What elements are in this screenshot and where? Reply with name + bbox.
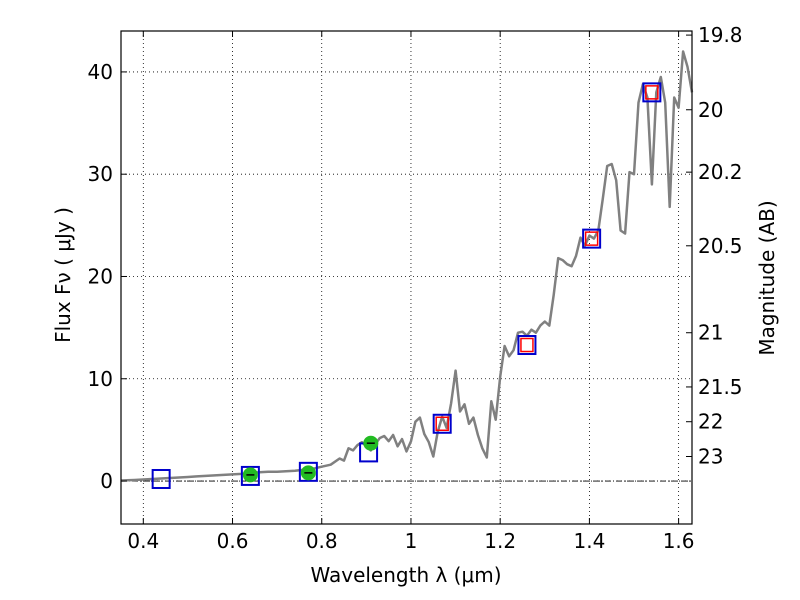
right-tick-label: 19.8 [698,23,743,47]
model-point-square [151,468,171,489]
model-point-square [240,465,260,486]
data-layer [120,50,694,489]
spectrum-line [120,50,694,482]
x-tick-label: 0.8 [306,529,338,553]
y-right-axis-title: Magnitude (AB) [755,200,779,355]
right-tick-label: 21.5 [698,375,743,399]
right-tick-label: 20.5 [698,234,743,258]
x-tick-label: 0.4 [127,529,159,553]
model-point-square [642,82,662,103]
x-tick-label: 1 [405,529,418,553]
y-tick-label: 10 [88,367,113,391]
model-point-square [517,335,537,356]
observed-point-square [435,416,449,432]
right-tick-label: 22 [698,410,723,434]
y-axis-title: Flux Fν ( μJy ) [51,207,75,343]
x-tick-label: 1.6 [663,529,695,553]
x-tick-label: 0.6 [217,529,249,553]
right-tick-label: 20 [698,98,723,122]
observed-point-square [584,231,599,246]
model-point-square [298,461,318,482]
y-tick-label: 40 [88,60,113,84]
observed-point-square [520,337,534,353]
y-tick-label: 0 [100,469,113,493]
x-tick-label: 1.4 [573,529,605,553]
observed-point-square [645,85,659,100]
model-point-square [582,228,602,249]
right-tick-label: 20.2 [698,160,743,184]
y-tick-label: 20 [88,264,113,288]
right-tick-label: 21 [698,321,723,345]
x-tick-label: 1.2 [484,529,516,553]
grid-layer [121,31,692,524]
model-point-square [432,413,452,434]
y-tick-label: 30 [88,162,113,186]
plot-frame [120,30,693,525]
x-axis-title: Wavelength λ (μm) [310,563,501,587]
right-tick-label: 23 [698,444,723,468]
tick-layer: 0.4 0.6 0.8 1 1.2 1.4 1.6 0 10 20 30 40 19.8 20 20.2 20… [88,23,743,553]
